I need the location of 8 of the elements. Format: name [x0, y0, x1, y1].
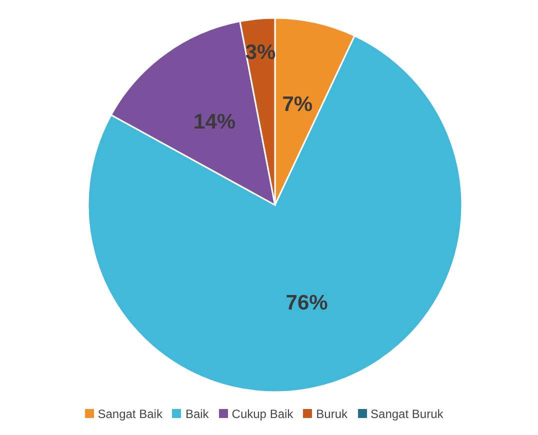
legend-label: Buruk — [316, 407, 348, 421]
data-label: 76% — [286, 291, 328, 314]
data-label: 7% — [282, 93, 313, 116]
legend-label: Baik — [185, 407, 209, 421]
legend-label: Sangat Buruk — [370, 407, 444, 421]
legend-label: Sangat Baik — [98, 407, 162, 421]
data-label: 14% — [194, 110, 236, 134]
legend-label: Cukup Baik — [232, 407, 294, 421]
